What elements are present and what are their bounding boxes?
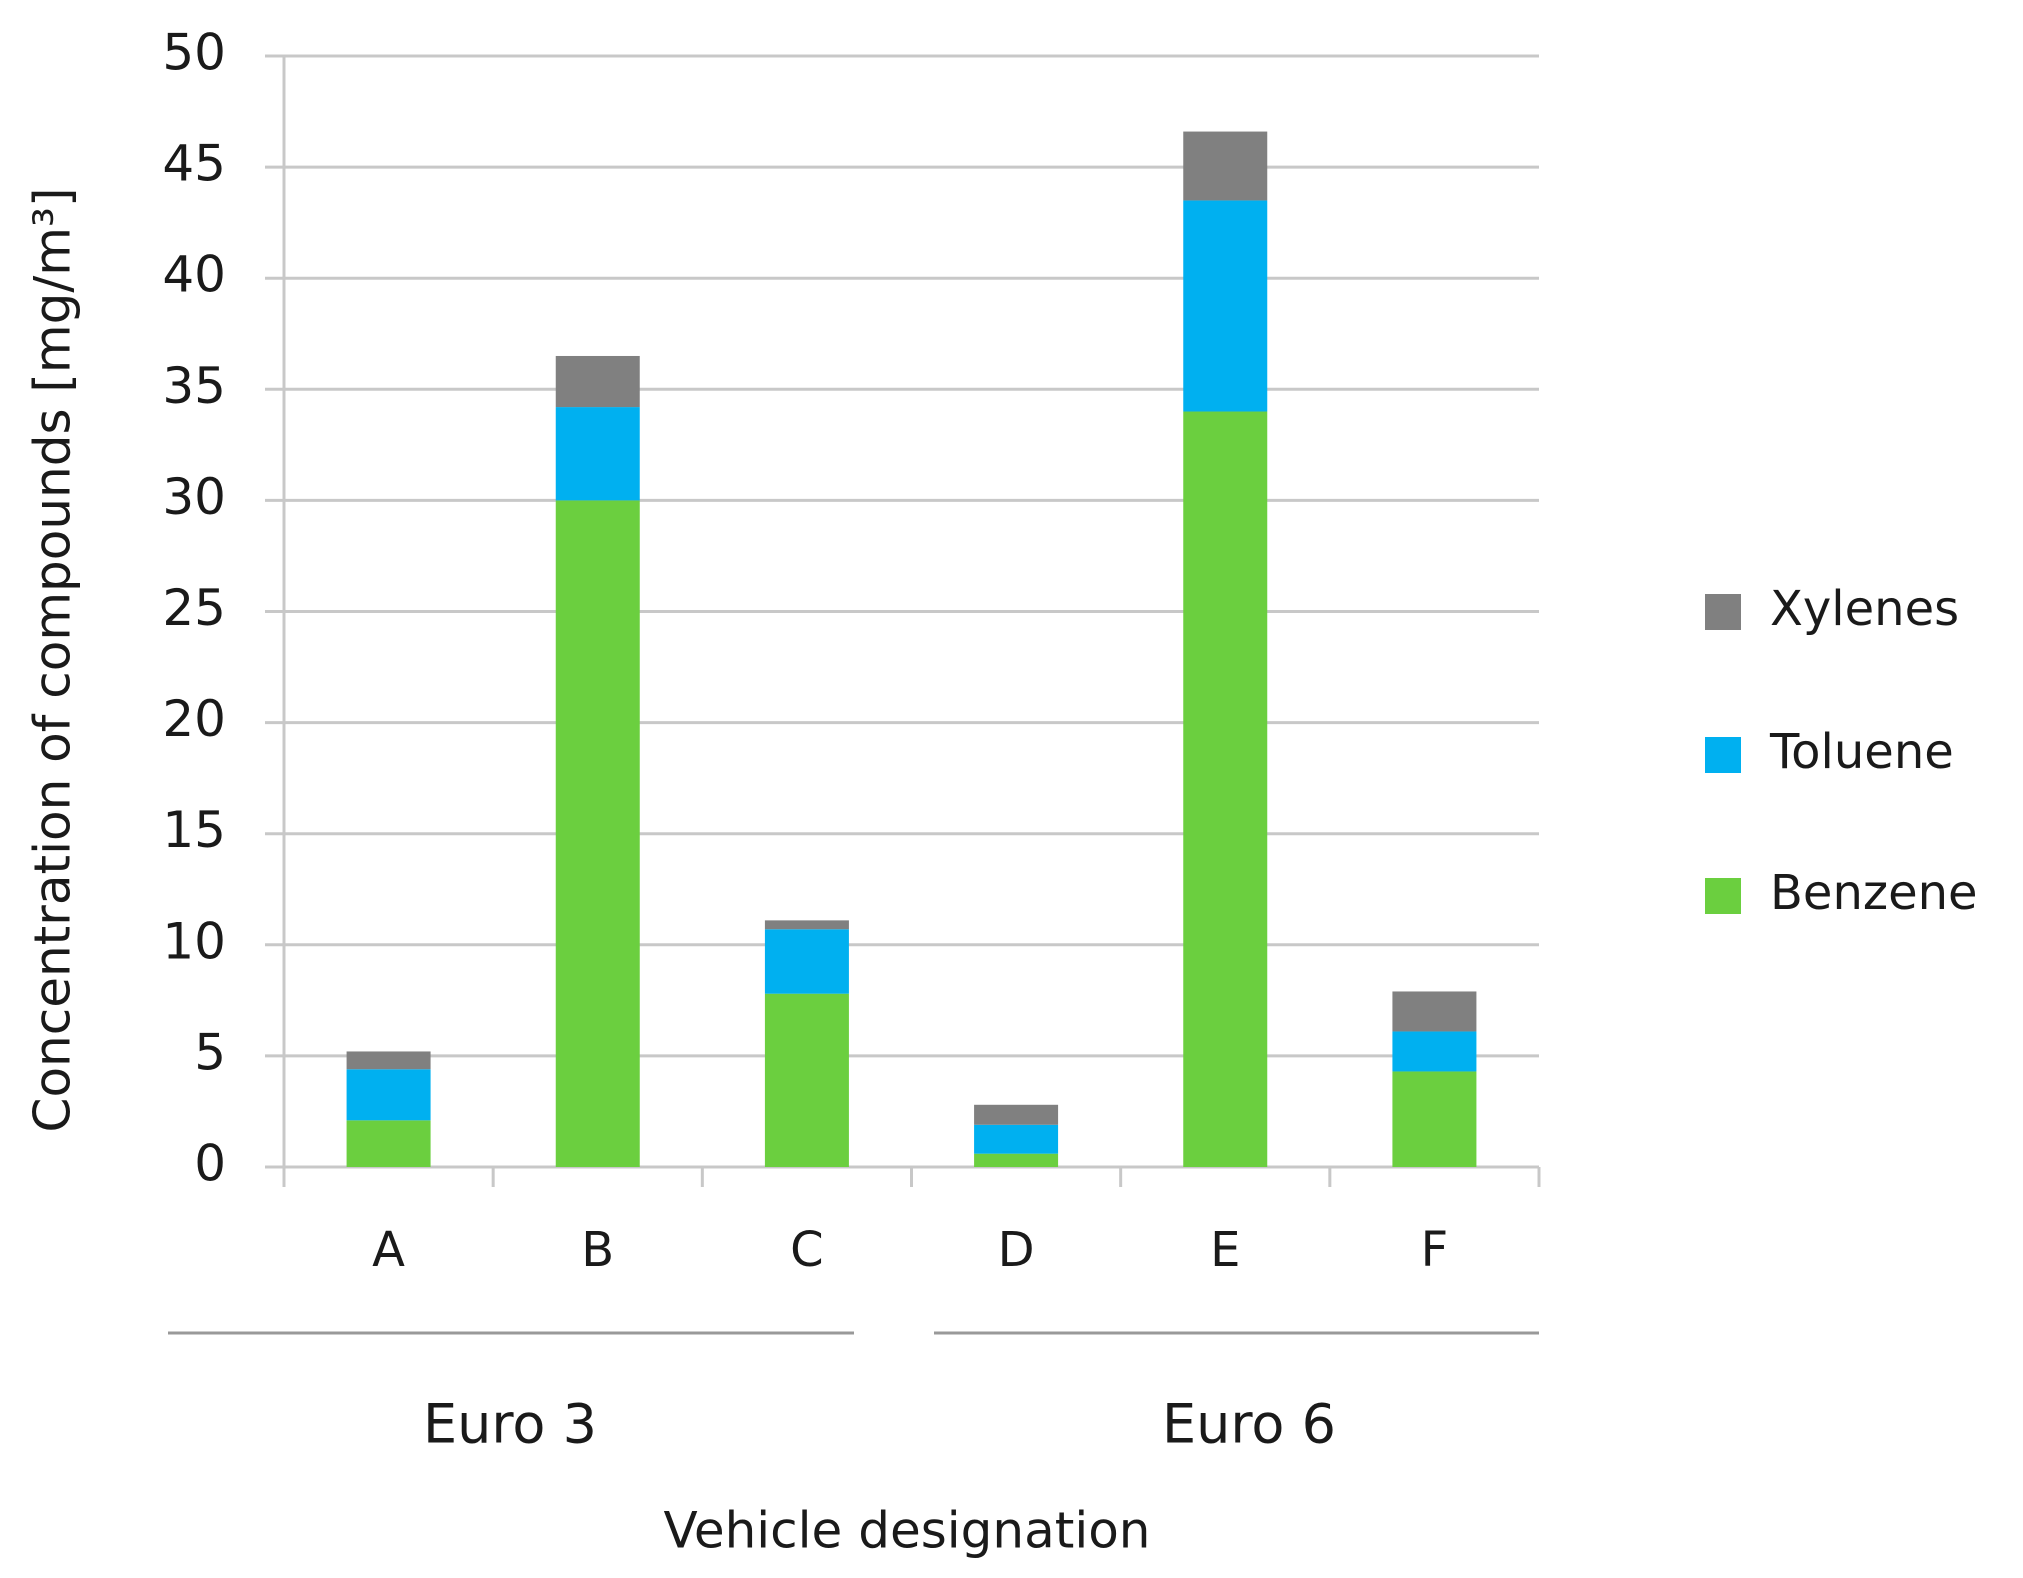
bar-segment [555,355,640,408]
bar-segment [1183,411,1268,1167]
x-tick-label: C [790,1222,824,1278]
bar-segment [1183,200,1268,412]
bar-segment [346,1069,431,1121]
y-tick-label: 20 [162,690,226,748]
y-tick-label: 50 [162,24,226,82]
legend-label: Benzene [1770,865,1978,921]
bar-segment [1392,1031,1477,1072]
bar-segment [555,500,640,1167]
y-tick-label: 30 [162,468,226,526]
bar-segment [764,929,849,994]
bar-segment [764,993,849,1167]
y-tick-label: 5 [194,1023,226,1081]
y-tick-label: 40 [162,246,226,304]
y-tick-label: 45 [162,135,226,193]
bar-segment [555,407,640,501]
legend-swatch [1705,878,1741,914]
x-tick-label: B [581,1222,614,1278]
y-tick-label: 10 [162,912,226,970]
x-tick-label: A [372,1222,405,1278]
y-tick-label: 35 [162,357,226,415]
x-tick-label: E [1210,1222,1240,1278]
bar-segment [1392,1071,1477,1167]
legend-swatch [1705,594,1741,630]
y-tick-label: 25 [162,579,226,637]
x-axis-title: Vehicle designation [664,1502,1151,1560]
group-label: Euro 6 [1162,1393,1336,1456]
bar-segment [974,1104,1059,1125]
bar-segment [974,1153,1059,1167]
legend-swatch [1705,737,1741,773]
x-tick-label: D [998,1222,1035,1278]
bar-segment [974,1124,1059,1154]
y-tick-label: 15 [162,801,226,859]
bar-segment [1392,991,1477,1032]
bar-segment [764,920,849,930]
bar-segment [1183,131,1268,201]
bar-segment [346,1120,431,1167]
x-tick-label: F [1421,1222,1449,1278]
bar-segment [346,1051,431,1070]
y-tick-label: 0 [194,1135,226,1193]
group-label: Euro 3 [423,1393,597,1456]
legend-label: Xylenes [1770,581,1959,637]
legend-label: Toluene [1769,724,1954,780]
y-axis-title: Concentration of compounds [mg/m³] [24,188,82,1133]
